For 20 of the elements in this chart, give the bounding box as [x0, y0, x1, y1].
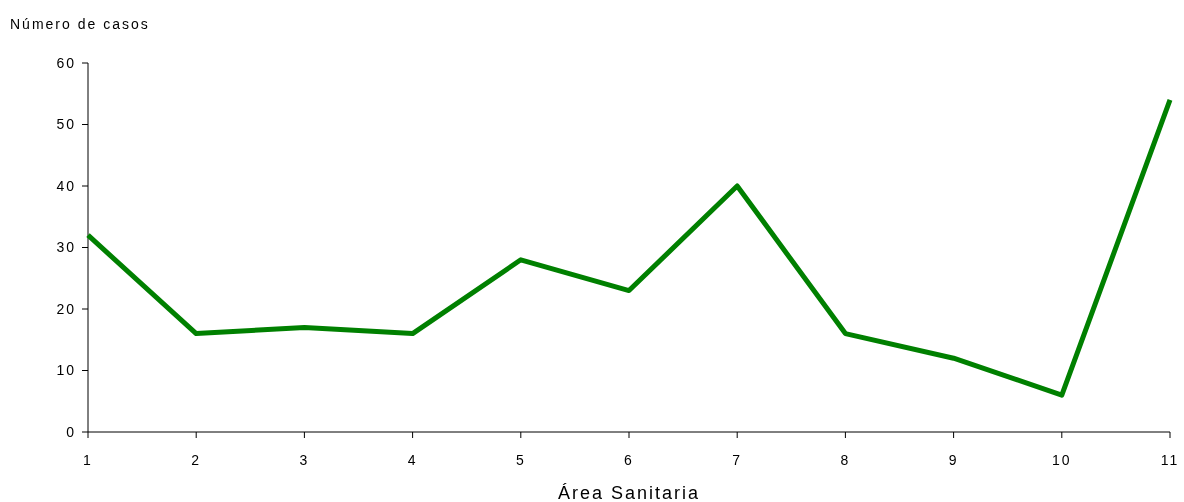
y-tick-label: 50: [56, 116, 76, 133]
y-tick-label: 10: [56, 362, 76, 379]
x-tick-label: 9: [948, 452, 959, 468]
y-tick-label: 20: [56, 300, 76, 317]
y-axis-title: Número de casos: [10, 16, 150, 32]
x-tick-label: 8: [840, 452, 851, 468]
y-tick-label: 30: [56, 239, 76, 256]
x-tick-label: 1: [83, 452, 93, 468]
x-tick-label: 10: [1052, 452, 1072, 468]
x-tick-label: 2: [191, 452, 202, 468]
x-tick-label: 7: [732, 452, 743, 468]
x-tick-label: 11: [1160, 452, 1180, 468]
x-tick-label: 3: [299, 452, 310, 468]
x-tick-label: 5: [515, 452, 526, 468]
y-tick-label: 40: [56, 177, 76, 194]
x-tick-label: 6: [624, 452, 634, 468]
x-tick-label: 4: [407, 452, 418, 468]
y-tick-label: 0: [66, 423, 76, 440]
y-tick-label: 60: [56, 54, 76, 71]
x-axis-title: Área Sanitaria: [557, 483, 701, 502]
